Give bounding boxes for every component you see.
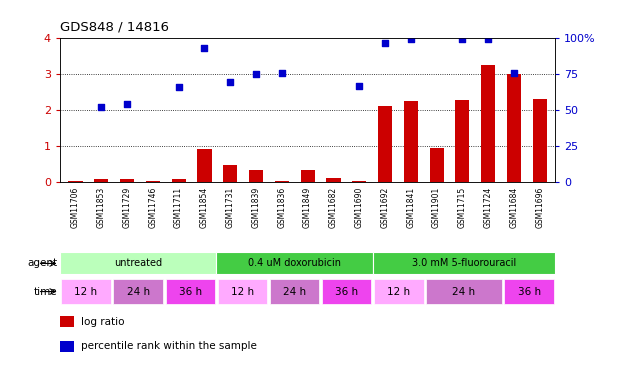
Text: GSM11854: GSM11854 bbox=[200, 187, 209, 228]
Bar bbox=[60, 340, 74, 352]
Bar bbox=[352, 181, 367, 182]
Text: GSM11682: GSM11682 bbox=[329, 187, 338, 228]
Bar bbox=[504, 279, 554, 304]
Text: 12 h: 12 h bbox=[231, 286, 254, 297]
Point bbox=[199, 45, 209, 51]
Bar bbox=[114, 279, 163, 304]
Point bbox=[354, 83, 364, 89]
Bar bbox=[378, 106, 392, 182]
Bar bbox=[249, 170, 263, 182]
Bar bbox=[68, 181, 83, 182]
Point bbox=[380, 40, 390, 46]
Text: log ratio: log ratio bbox=[81, 316, 124, 327]
Text: 0.4 uM doxorubicin: 0.4 uM doxorubicin bbox=[248, 258, 341, 268]
Text: GSM11724: GSM11724 bbox=[484, 187, 493, 228]
Bar bbox=[60, 316, 74, 327]
Text: GSM11731: GSM11731 bbox=[226, 187, 235, 228]
Text: GSM11729: GSM11729 bbox=[122, 187, 131, 228]
Bar bbox=[120, 179, 134, 182]
Text: percentile rank within the sample: percentile rank within the sample bbox=[81, 341, 257, 351]
Bar bbox=[60, 252, 216, 274]
Bar bbox=[61, 279, 111, 304]
Point bbox=[225, 78, 235, 84]
Bar bbox=[300, 170, 315, 182]
Text: GSM11901: GSM11901 bbox=[432, 187, 441, 228]
Text: 12 h: 12 h bbox=[387, 286, 410, 297]
Text: GSM11746: GSM11746 bbox=[148, 187, 157, 228]
Text: GSM11684: GSM11684 bbox=[509, 187, 519, 228]
Point bbox=[251, 71, 261, 77]
Bar bbox=[172, 179, 186, 182]
Point bbox=[483, 36, 493, 42]
Bar bbox=[404, 100, 418, 182]
Text: GSM11690: GSM11690 bbox=[355, 187, 363, 228]
Bar bbox=[216, 252, 373, 274]
Text: GSM11836: GSM11836 bbox=[277, 187, 286, 228]
Bar bbox=[165, 279, 215, 304]
Text: GDS848 / 14816: GDS848 / 14816 bbox=[60, 21, 169, 34]
Bar bbox=[430, 148, 444, 182]
Point bbox=[277, 69, 287, 75]
Text: GSM11706: GSM11706 bbox=[71, 187, 80, 228]
Bar bbox=[146, 181, 160, 182]
Bar bbox=[533, 99, 547, 182]
Bar bbox=[270, 279, 319, 304]
Text: GSM11696: GSM11696 bbox=[535, 187, 545, 228]
Bar bbox=[94, 179, 109, 182]
Point bbox=[406, 36, 416, 42]
Point bbox=[509, 70, 519, 76]
Point bbox=[122, 101, 132, 107]
Bar bbox=[223, 165, 237, 182]
Text: 24 h: 24 h bbox=[452, 286, 476, 297]
Bar bbox=[507, 74, 521, 182]
Bar bbox=[198, 149, 211, 182]
Text: GSM11853: GSM11853 bbox=[97, 187, 106, 228]
Text: time: time bbox=[34, 286, 57, 297]
Point bbox=[174, 84, 184, 90]
Bar bbox=[322, 279, 372, 304]
Text: 36 h: 36 h bbox=[179, 286, 202, 297]
Bar bbox=[373, 252, 555, 274]
Text: untreated: untreated bbox=[114, 258, 162, 268]
Bar bbox=[426, 279, 502, 304]
Bar bbox=[481, 64, 495, 182]
Text: agent: agent bbox=[27, 258, 57, 268]
Bar bbox=[456, 100, 469, 182]
Bar bbox=[374, 279, 423, 304]
Text: GSM11692: GSM11692 bbox=[380, 187, 389, 228]
Text: 3.0 mM 5-fluorouracil: 3.0 mM 5-fluorouracil bbox=[412, 258, 516, 268]
Text: GSM11711: GSM11711 bbox=[174, 187, 183, 228]
Bar bbox=[274, 181, 289, 182]
Text: GSM11841: GSM11841 bbox=[406, 187, 415, 228]
Text: 12 h: 12 h bbox=[74, 286, 98, 297]
Bar bbox=[218, 279, 267, 304]
Point bbox=[96, 104, 106, 110]
Text: GSM11839: GSM11839 bbox=[252, 187, 261, 228]
Bar bbox=[326, 178, 341, 182]
Text: 24 h: 24 h bbox=[127, 286, 150, 297]
Text: 24 h: 24 h bbox=[283, 286, 306, 297]
Text: GSM11849: GSM11849 bbox=[303, 187, 312, 228]
Point bbox=[457, 36, 468, 42]
Text: GSM11715: GSM11715 bbox=[458, 187, 467, 228]
Text: 36 h: 36 h bbox=[517, 286, 541, 297]
Text: 36 h: 36 h bbox=[335, 286, 358, 297]
